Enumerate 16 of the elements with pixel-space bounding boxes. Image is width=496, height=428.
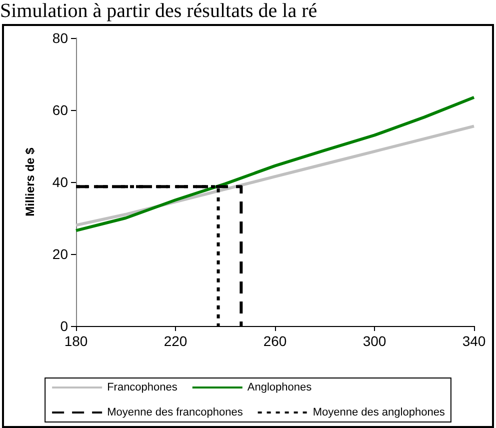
y-tick-label: 60 — [52, 102, 68, 118]
x-tick-label: 340 — [462, 333, 486, 349]
chart-title: Simulation à partir des résultats de la ré — [0, 0, 318, 22]
y-tick-label: 0 — [60, 318, 68, 334]
y-axis-title: Milliers de $ — [23, 147, 37, 216]
legend-label: Anglophones — [247, 382, 312, 394]
x-tick-label: 300 — [362, 333, 386, 349]
y-tick-label: 40 — [52, 174, 68, 190]
legend-label: Moyenne des anglophones — [312, 406, 446, 418]
x-tick-label: 180 — [64, 333, 88, 349]
legend-label: Francophones — [107, 382, 178, 394]
legend-label: Moyenne des francophones — [107, 406, 244, 418]
y-tick-label: 20 — [52, 246, 68, 262]
y-tick-label: 80 — [52, 30, 68, 46]
x-tick-label: 260 — [263, 333, 287, 349]
x-tick-label: 220 — [164, 333, 188, 349]
